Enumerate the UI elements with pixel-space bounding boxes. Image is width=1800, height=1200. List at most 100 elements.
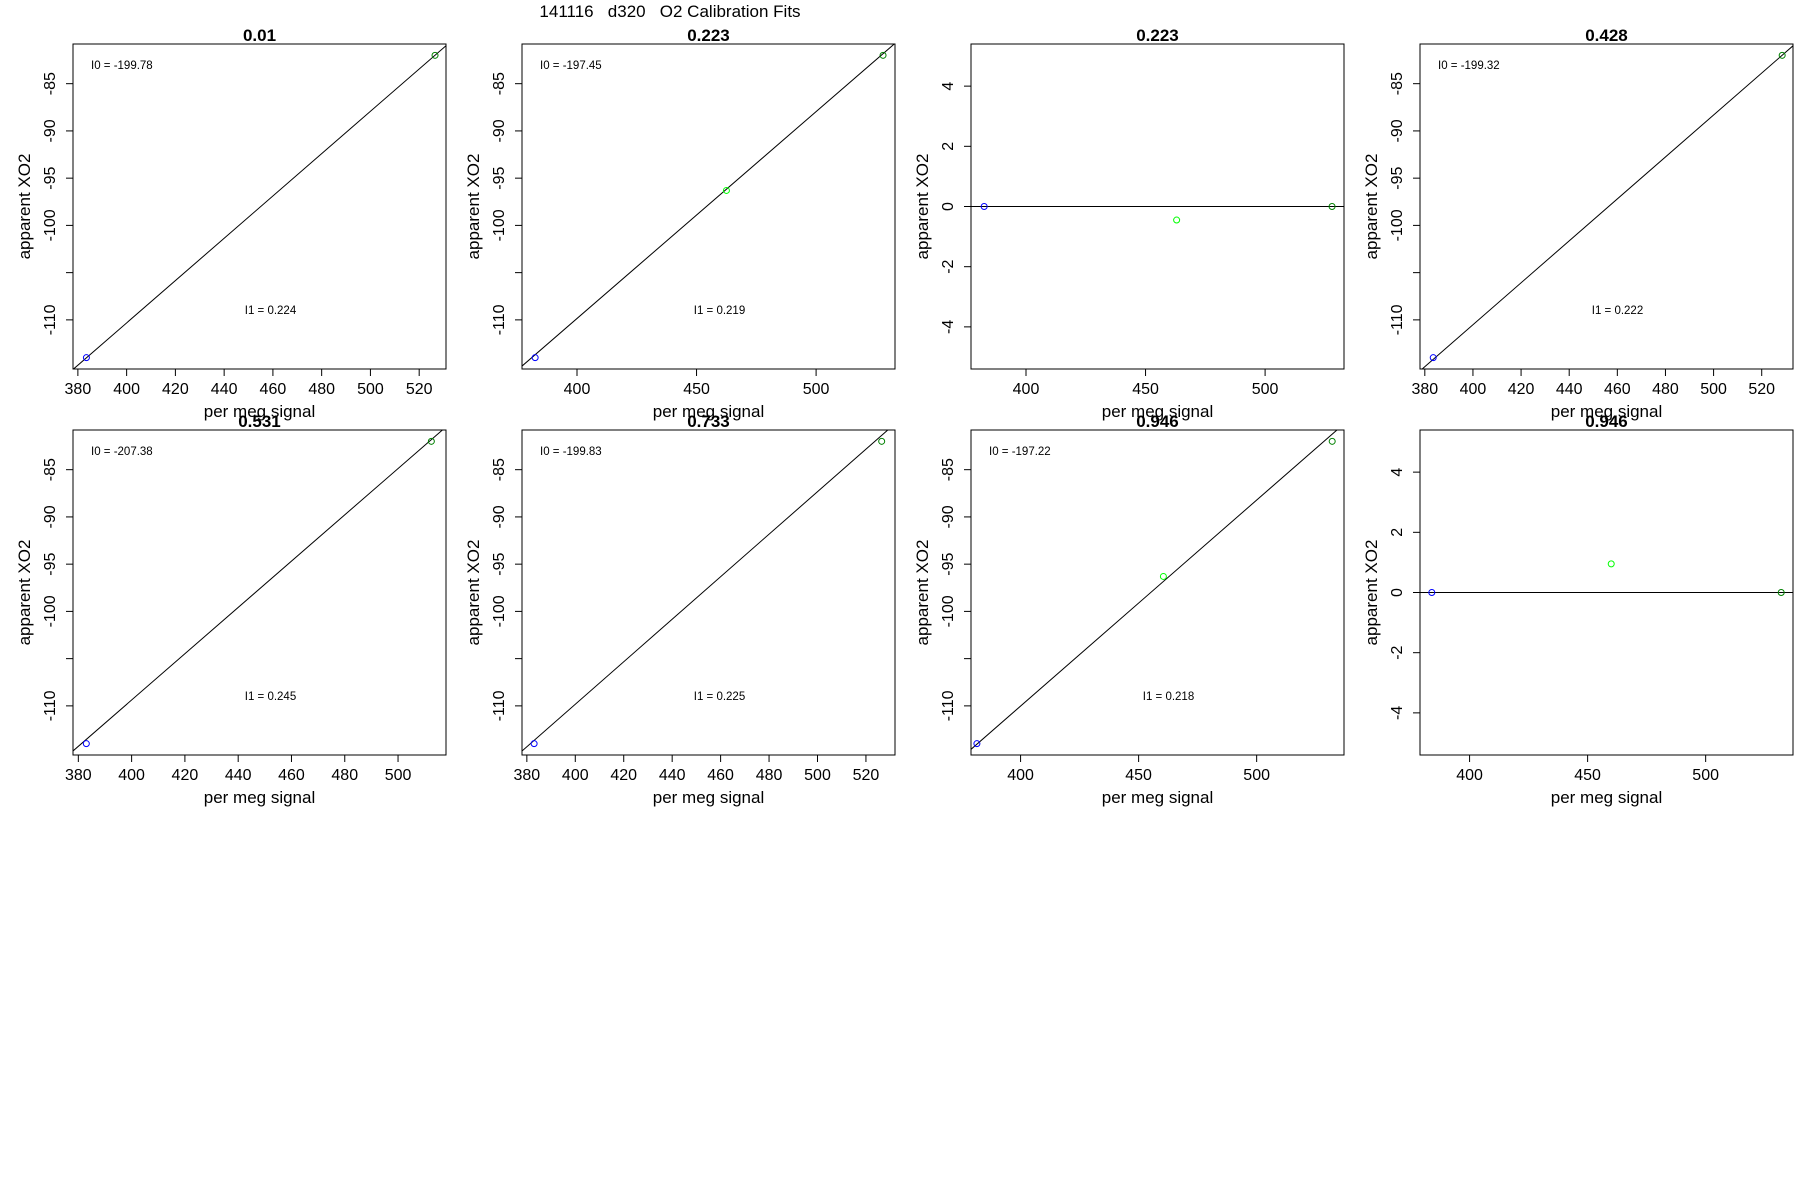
y-tick-label: -85 — [491, 72, 508, 95]
fit-line — [522, 44, 895, 367]
data-point — [1159, 572, 1167, 580]
x-axis-label: per meg signal — [653, 788, 765, 807]
calibration-panel: 0.733 380 400 420 440 460 480 500 520 per meg sig… — [464, 412, 896, 807]
y-tick-label: 2 — [940, 142, 957, 151]
x-axis-label: per meg signal — [653, 402, 765, 421]
data-point — [531, 354, 539, 362]
y-tick-label: -110 — [491, 304, 508, 335]
data-point — [1173, 216, 1181, 224]
data-point — [82, 354, 90, 362]
data-point — [1328, 203, 1336, 210]
plot-frame — [1419, 43, 1794, 370]
slope-annotation: I1 = 0.225 — [694, 691, 745, 703]
x-tick-label: 480 — [756, 767, 783, 784]
y-axis-label: apparent XO2 — [15, 540, 34, 646]
x-tick-label: 500 — [357, 381, 384, 398]
figure-title: 141116 d320 O2 Calibration Fits — [539, 2, 800, 21]
fit-line — [971, 430, 1338, 750]
calibration-panel: 0.946 400 450 500 per meg signal -85 -90 -95 -10… — [913, 412, 1345, 807]
calibration-panel: 0.428 380 400 420 440 460 480 500 520 per meg sig… — [1362, 26, 1794, 421]
y-tick-label: -90 — [491, 505, 508, 528]
plot-frame — [521, 43, 896, 370]
x-tick-label: 400 — [113, 381, 140, 398]
x-tick-label: 440 — [659, 767, 686, 784]
panel-title: 0.733 — [687, 412, 730, 431]
x-tick-label: 480 — [1652, 381, 1679, 398]
y-tick-label: -100 — [491, 209, 508, 241]
x-tick-label: 500 — [1692, 767, 1719, 784]
y-tick-label: -110 — [940, 690, 957, 721]
y-tick-label: 0 — [940, 202, 957, 211]
x-tick-label: 450 — [1125, 767, 1152, 784]
data-point — [431, 51, 439, 59]
data-point — [1777, 589, 1785, 596]
y-tick-label: -110 — [42, 690, 59, 721]
x-tick-label: 460 — [1604, 381, 1631, 398]
panel-title: 0.223 — [1136, 26, 1179, 45]
slope-annotation: I1 = 0.222 — [1592, 305, 1643, 317]
x-tick-label: 440 — [225, 767, 252, 784]
panel-title: 0.946 — [1585, 412, 1628, 431]
y-tick-label: -100 — [940, 595, 957, 627]
data-point — [722, 186, 730, 194]
x-tick-label: 450 — [683, 381, 710, 398]
intercept-annotation: I0 = -199.83 — [540, 446, 602, 458]
intercept-annotation: I0 = -197.22 — [989, 446, 1051, 458]
data-point — [1429, 354, 1437, 362]
fit-line — [1421, 45, 1793, 369]
x-tick-label: 500 — [804, 767, 831, 784]
intercept-annotation: I0 = -199.32 — [1438, 60, 1500, 72]
x-tick-label: 380 — [1411, 381, 1438, 398]
x-tick-label: 480 — [331, 767, 358, 784]
y-tick-label: 2 — [1389, 528, 1406, 537]
y-tick-label: -95 — [491, 166, 508, 189]
intercept-annotation: I0 = -207.38 — [91, 446, 153, 458]
x-tick-label: 420 — [610, 767, 637, 784]
y-tick-label: -2 — [940, 259, 957, 273]
data-point — [1428, 589, 1436, 596]
x-tick-label: 400 — [1460, 381, 1487, 398]
y-tick-label: -2 — [1389, 645, 1406, 659]
y-tick-label: -95 — [491, 552, 508, 575]
y-axis-label: apparent XO2 — [913, 154, 932, 260]
x-axis-label: per meg signal — [204, 402, 316, 421]
calibration-panel: 0.01 380 400 420 440 460 480 500 520 per meg sign… — [15, 26, 447, 421]
data-point — [1328, 437, 1336, 445]
x-tick-label: 450 — [1132, 381, 1159, 398]
x-axis-label: per meg signal — [1551, 788, 1663, 807]
y-tick-label: -85 — [1389, 72, 1406, 95]
calibration-panel: 0.223 400 450 500 per meg signal -85 -90 -95 -10… — [464, 26, 896, 421]
data-point — [530, 740, 538, 748]
x-tick-label: 400 — [1007, 767, 1034, 784]
y-tick-label: -100 — [491, 595, 508, 627]
x-tick-label: 460 — [260, 381, 287, 398]
x-tick-label: 520 — [406, 381, 433, 398]
data-point — [879, 51, 887, 59]
calibration-panel: 0.223 400 450 500 per meg signal -4 -2 0 2 4 appar… — [913, 26, 1345, 421]
x-tick-label: 400 — [564, 381, 591, 398]
plot-frame — [72, 43, 447, 370]
data-point — [1778, 51, 1786, 59]
panel-title: 0.223 — [687, 26, 730, 45]
x-tick-label: 380 — [65, 381, 92, 398]
y-tick-label: -85 — [42, 72, 59, 95]
y-tick-label: -110 — [491, 690, 508, 721]
x-tick-label: 440 — [1556, 381, 1583, 398]
y-tick-label: -95 — [940, 552, 957, 575]
y-tick-label: -90 — [42, 119, 59, 142]
x-tick-label: 460 — [278, 767, 305, 784]
panel-title: 0.01 — [243, 26, 276, 45]
x-tick-label: 520 — [1748, 381, 1775, 398]
x-tick-label: 460 — [707, 767, 734, 784]
y-tick-label: -85 — [491, 458, 508, 481]
calibration-panel: 0.946 400 450 500 per meg signal -4 -2 0 2 4 appar… — [1362, 412, 1794, 807]
y-tick-label: -85 — [42, 458, 59, 481]
x-tick-label: 420 — [162, 381, 189, 398]
y-tick-label: -110 — [42, 304, 59, 335]
x-tick-label: 400 — [1013, 381, 1040, 398]
x-tick-label: 500 — [1700, 381, 1727, 398]
x-tick-label: 450 — [1574, 767, 1601, 784]
y-axis-label: apparent XO2 — [15, 154, 34, 260]
y-tick-label: -90 — [1389, 119, 1406, 142]
x-tick-label: 520 — [853, 767, 880, 784]
